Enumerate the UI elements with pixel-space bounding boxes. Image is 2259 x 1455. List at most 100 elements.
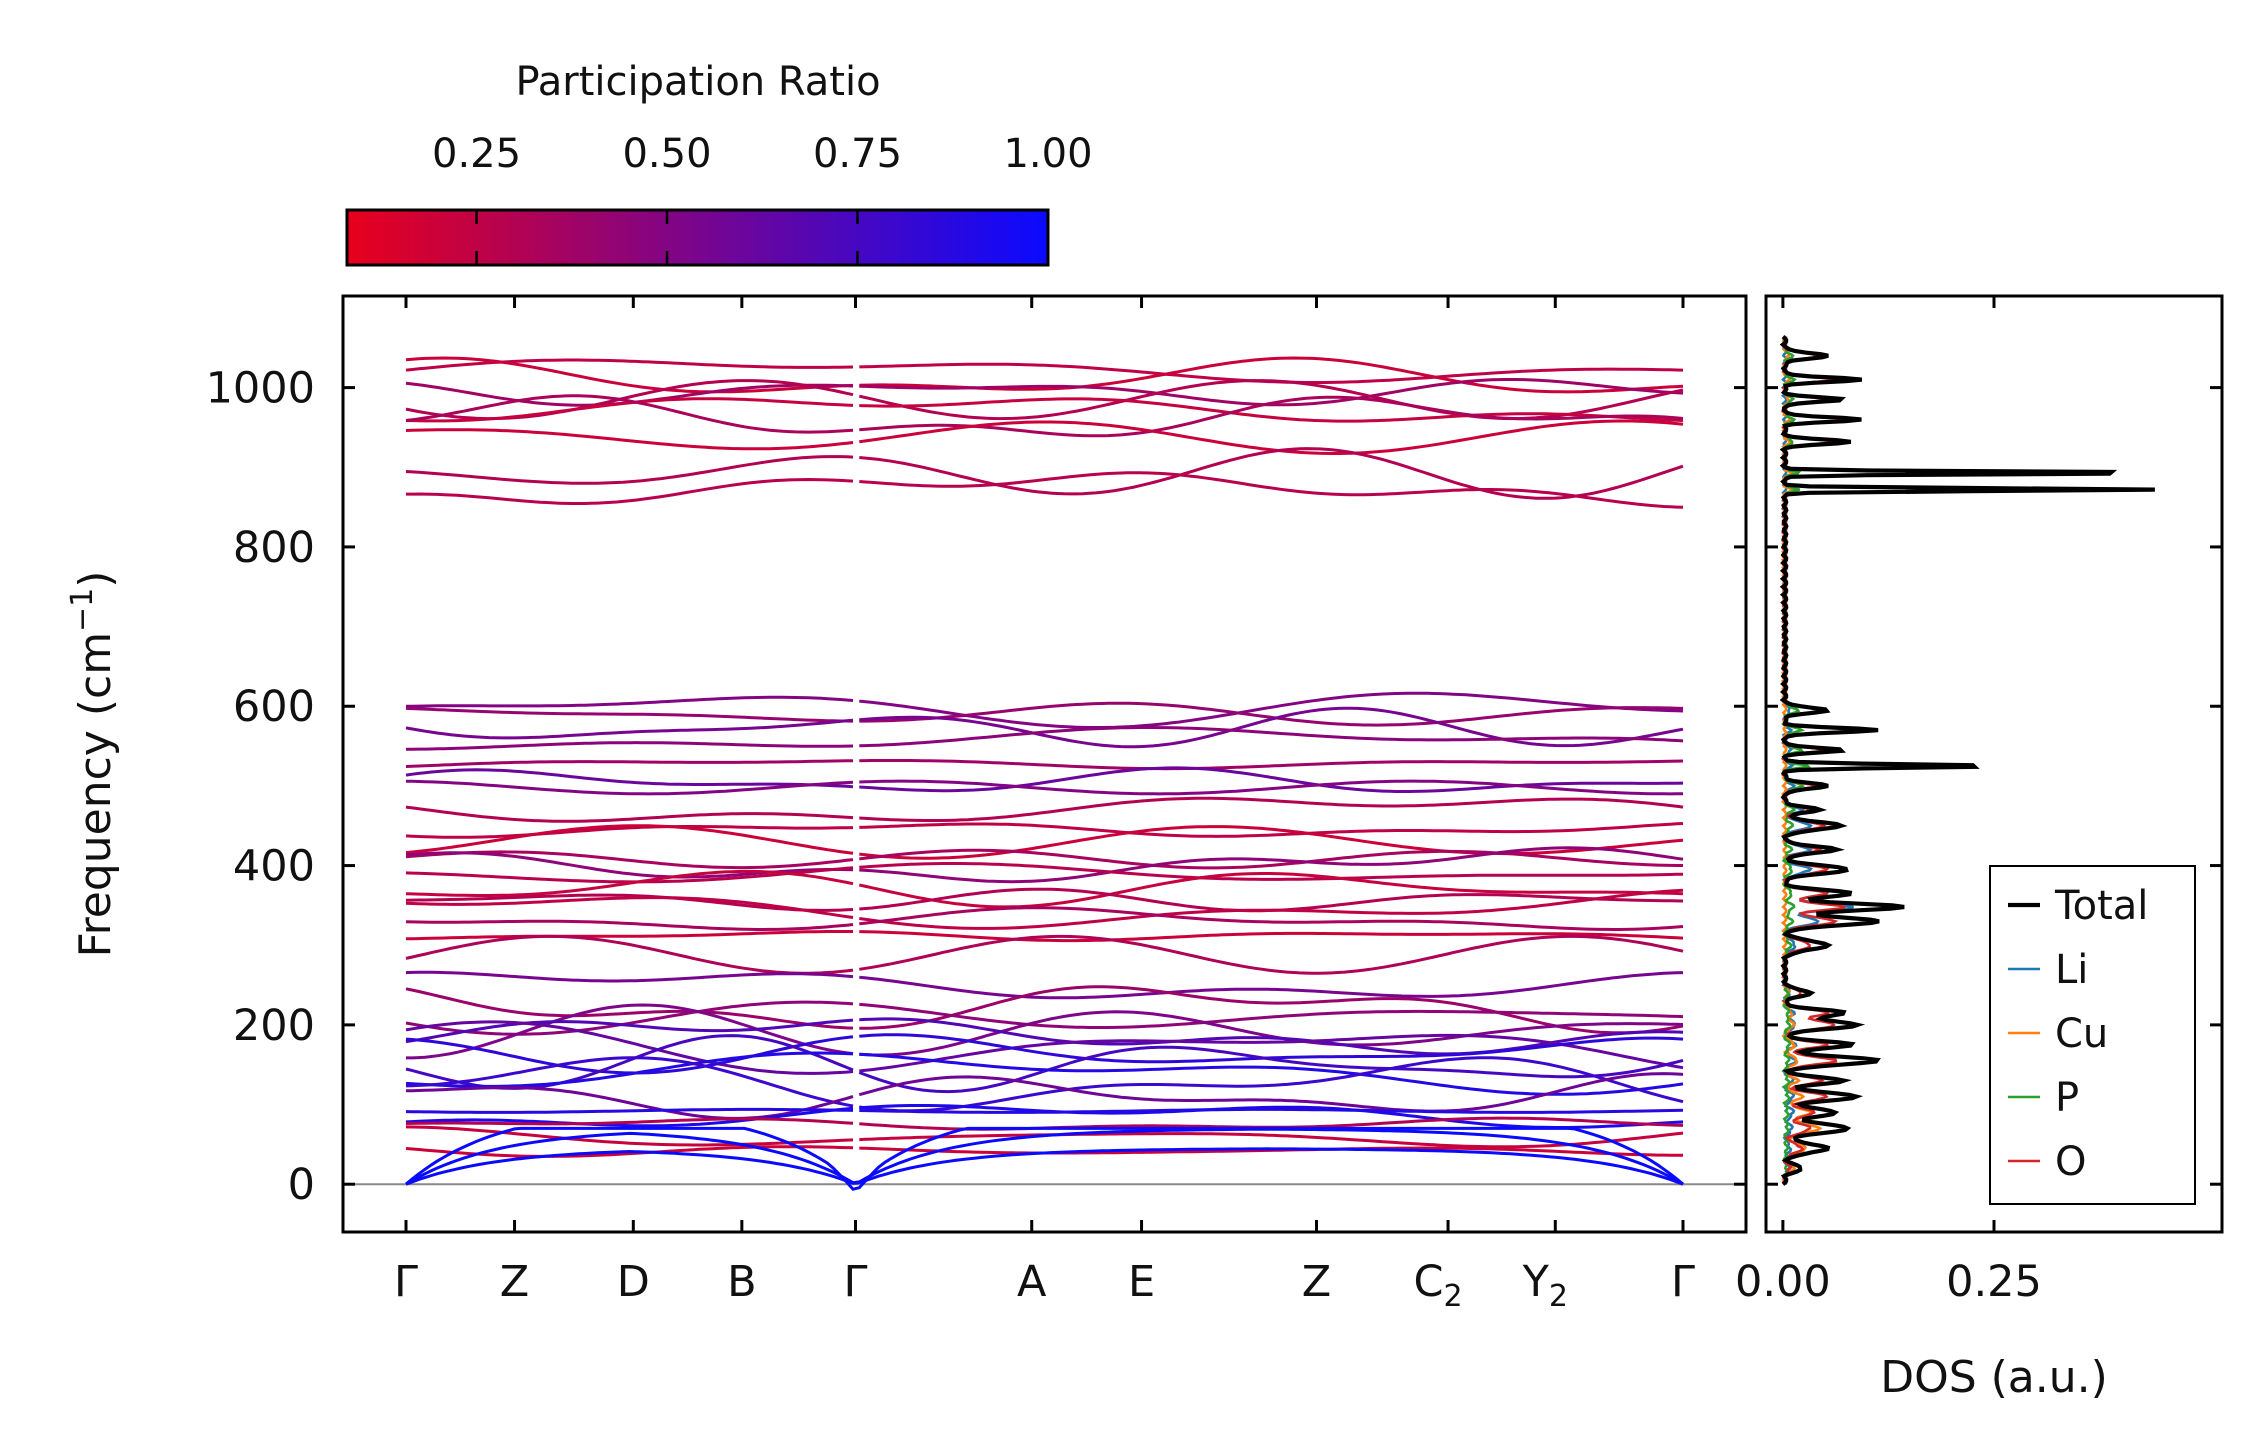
kpath-label: Γ [394,1257,418,1307]
phonon-band [405,1117,854,1126]
colorbar: Participation Ratio 0.25 0.50 0.75 1.00 [345,59,1093,267]
phonon-band [859,1056,1684,1113]
phonon-band [859,691,1684,729]
frequency-tick-label: 800 [233,523,315,573]
kpath-label: A [1017,1257,1047,1307]
colorbar-tick-label: 0.25 [432,131,521,177]
legend-label-o: O [2055,1139,2086,1185]
kpath-label: Γ [844,1257,868,1307]
phonon-band [405,695,854,708]
phonon-band [859,759,1684,771]
phonon-band [405,428,854,451]
phonon-band [405,356,854,394]
phonon-band [859,906,1684,931]
phonon-band [859,796,1684,822]
phonon-band [405,1051,854,1088]
legend-label-p: P [2055,1075,2079,1121]
phonon-band [859,934,1684,975]
kpath-label: Γ [1671,1257,1695,1307]
phonon-band [406,477,854,505]
phonon-band [859,1017,1684,1056]
phonon-band [405,825,854,839]
phonon-band [859,1131,1684,1149]
phonon-band [405,706,854,723]
kpath-label: Z [500,1257,529,1307]
phonon-band [405,759,854,768]
kpath-label: B [727,1257,757,1307]
phonon-band [859,726,1684,748]
phonon-band [858,379,1684,421]
legend-box [1989,865,2196,1205]
phonon-band [859,706,1684,749]
frequency-tick-label: 600 [233,682,315,732]
phonon-band [859,971,1684,1000]
colorbar-tick-label: 1.00 [1003,131,1092,177]
phonon-band [406,1003,854,1060]
phonon-band [859,766,1684,793]
phonon-band [859,1107,1684,1114]
frequency-ticks: 0 200 400 600 800 1000 [206,364,1746,1210]
frequency-axis-title: Frequency (cm−1) [65,571,121,958]
frequency-tick-label: 400 [233,842,315,892]
acoustic-branch [405,1126,1684,1191]
phonon-band [859,822,1684,838]
phonon-band [405,358,854,372]
legend-label-total: Total [2054,883,2148,929]
phonon-band [405,1056,854,1108]
phonon-band [405,824,854,855]
phonon-bands [405,356,1684,1191]
phonon-band [405,987,854,1030]
kpath-label: D [617,1257,650,1307]
phonon-band [405,919,854,931]
phonon-band [859,1010,1684,1057]
phonon-band [859,397,1684,423]
phonon-band [858,1045,1684,1094]
phonon-band [405,805,854,823]
legend-label-li: Li [2055,947,2088,993]
frequency-tick-label: 1000 [206,364,315,414]
dos-tick-label: 0.25 [1946,1257,2042,1307]
band-frame [341,294,1748,1234]
phonon-band [406,741,854,751]
acoustic-branch [405,1147,1684,1186]
phonon-band [405,768,854,789]
phonon-band [859,846,1684,884]
frequency-axis-title-close: ) [70,571,121,588]
phonon-band [859,930,1684,943]
phonon-band [405,455,854,485]
dos-panel: 0.00 0.25 DOS (a.u.) Total Li Cu PO [1735,294,2224,1403]
phonon-band [859,985,1684,1035]
kpath-label: Z [1302,1257,1331,1307]
phonon-band [859,888,1684,930]
phonon-band [859,471,1684,509]
colorbar-tick-label: 0.50 [622,131,711,177]
phonon-band [405,869,854,897]
phonon-band [405,896,854,919]
phonon-band [405,1107,854,1114]
phonon-band [859,779,1683,796]
colorbar-ticks: 0.25 0.50 0.75 1.00 [432,131,1093,265]
phonon-band [405,1020,854,1075]
kpath-label: Y2 [1522,1257,1568,1314]
phonon-band [405,1125,854,1147]
colorbar-gradient [345,208,1050,267]
phonon-band [405,394,854,434]
dos-curves [1779,334,2155,1186]
phonon-band [405,893,854,912]
phonon-band [405,970,854,983]
phonon-band [405,1018,854,1044]
phonon-band [405,397,854,423]
phonon-band [405,934,854,975]
phonon-band [405,1086,854,1120]
phonon-band [859,862,1684,881]
phonon-band [859,1033,1684,1073]
phonon-band [859,1002,1684,1029]
phonon-band [405,1106,854,1128]
phonon-band [405,930,853,941]
phonon-band [859,848,1683,870]
dos-tick-label: 0.00 [1735,1257,1831,1307]
phonon-band [859,1104,1684,1129]
dos-legend: Total Li Cu PO [1989,865,2196,1205]
phonon-band [859,825,1684,860]
